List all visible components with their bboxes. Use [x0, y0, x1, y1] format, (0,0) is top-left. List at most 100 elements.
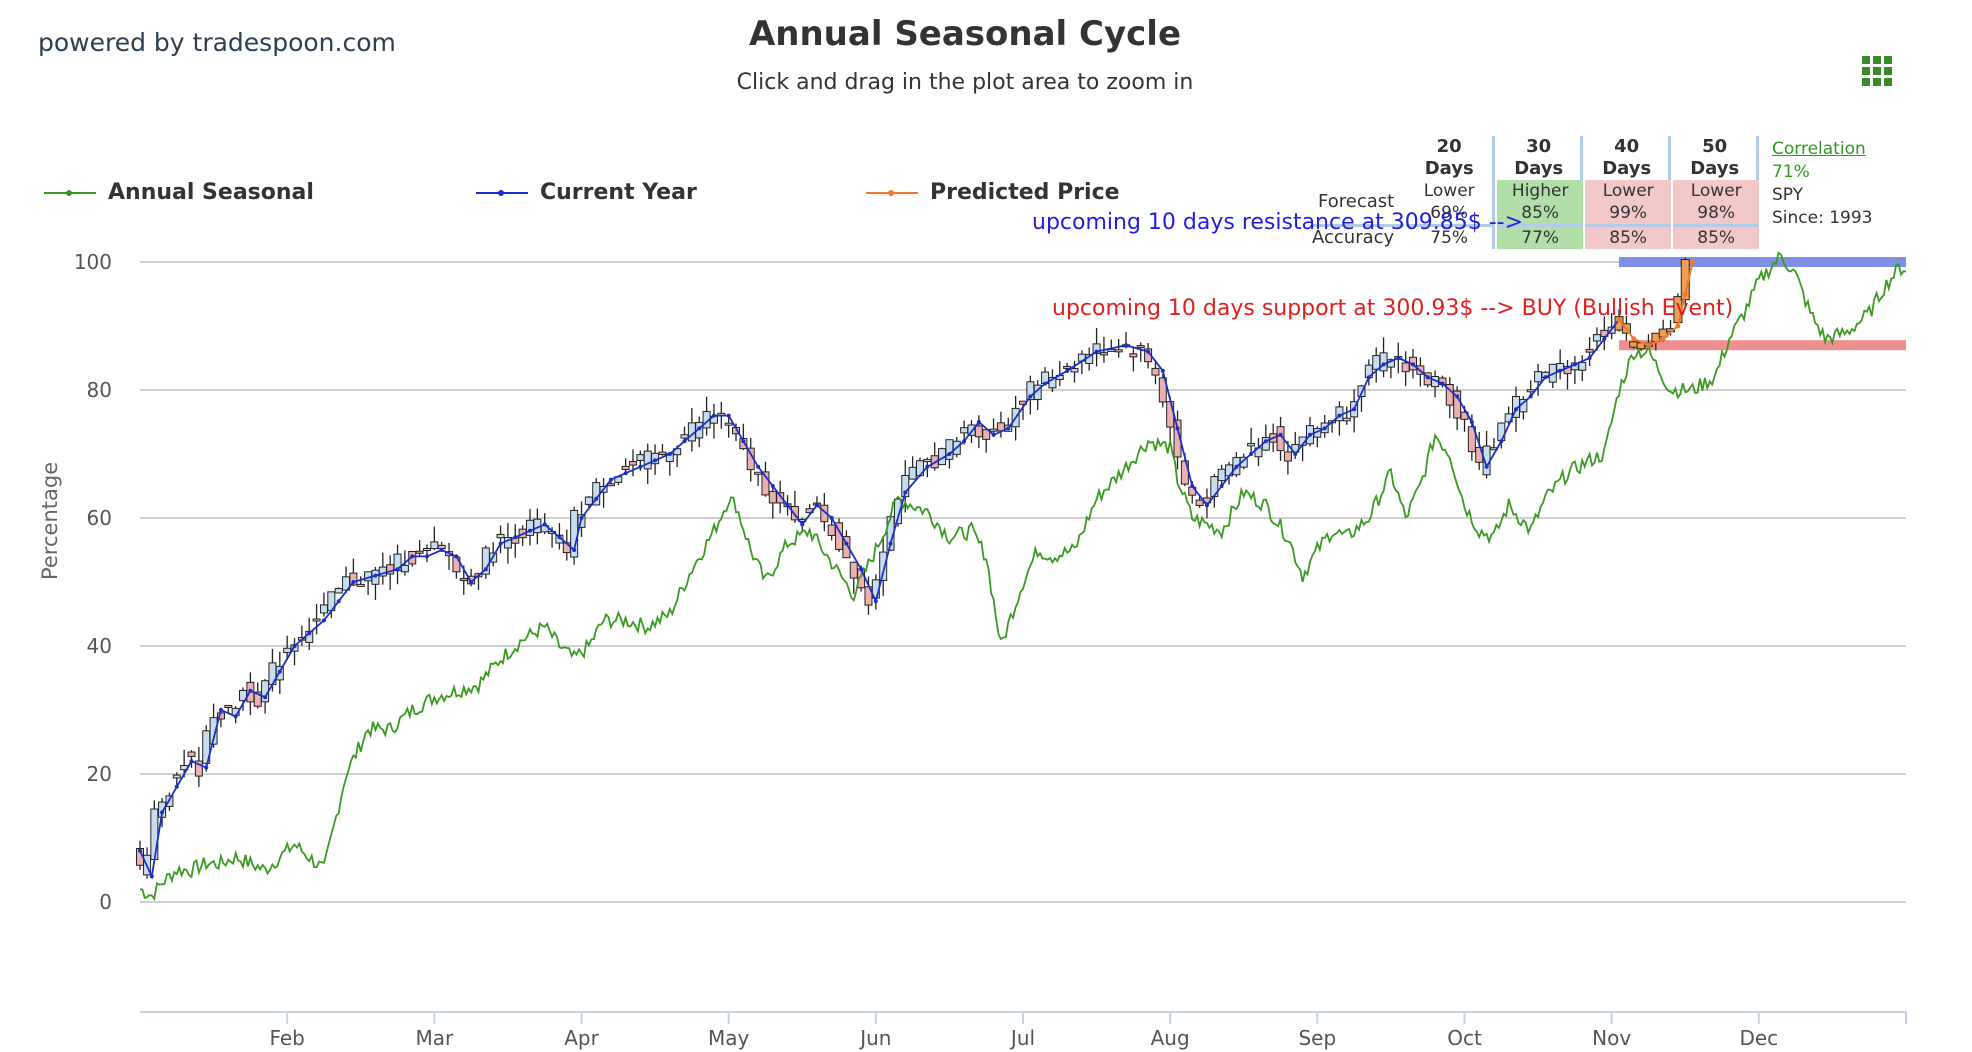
current-year-point [653, 458, 658, 463]
header-50-days: 50 Days [1673, 136, 1760, 180]
current-year-point [962, 439, 967, 444]
grid-lines [140, 261, 1906, 903]
candle-body [1578, 361, 1587, 371]
chart-subtitle: Click and drag in the plot area to zoom … [736, 70, 1194, 95]
candle-body [525, 519, 534, 536]
axes: 0 20 40 60 80 100 Feb Mar Apr May Jun Jul Aug Sep Oct N… [74, 250, 1907, 1050]
current-year-point [1006, 426, 1011, 431]
grid-menu-icon[interactable] [1862, 56, 1892, 86]
current-year-point [1322, 426, 1327, 431]
current-year-point [711, 413, 716, 418]
candle-body [430, 541, 439, 550]
predicted-price-point [1660, 336, 1666, 342]
candle-body [739, 438, 748, 450]
current-year-point [1094, 349, 1099, 354]
current-year-point [1425, 375, 1430, 380]
resistance-annotation: upcoming 10 days resistance at 309.85$ -… [1032, 210, 1524, 235]
current-year-point [623, 471, 628, 476]
candle-body [754, 471, 763, 475]
current-year-point [1293, 452, 1298, 456]
candle-body [1379, 352, 1388, 372]
current-year-point [741, 439, 746, 444]
current-year-point [572, 548, 577, 552]
y-tick-label: 80 [87, 378, 112, 402]
candle-body [908, 466, 917, 480]
brand-link[interactable]: powered by tradespoon.com [38, 28, 396, 57]
legend-predicted-price[interactable]: Predicted Price [866, 180, 1120, 205]
current-year-point [513, 535, 518, 540]
current-year-point [1602, 336, 1607, 341]
current-year-point [697, 426, 702, 431]
resistance-band [1619, 257, 1906, 267]
candle-body [636, 454, 645, 461]
current-year-point [1410, 362, 1415, 367]
candle-body [194, 760, 203, 777]
candle-body [349, 572, 358, 586]
legend-swatch-current [476, 189, 528, 196]
candle-body [849, 561, 858, 579]
current-year-point [373, 573, 378, 578]
candle-body [761, 471, 770, 496]
candle-body [1195, 499, 1204, 506]
current-year-point [248, 688, 253, 693]
current-year-point [454, 554, 459, 559]
candle-body [202, 730, 211, 764]
current-year-point [1043, 381, 1048, 386]
current-year-point [1587, 356, 1592, 360]
candle-body [827, 524, 836, 536]
candle-body [1048, 376, 1057, 389]
candle-body [319, 604, 328, 614]
legend-label: Annual Seasonal [108, 180, 314, 205]
candle-body [312, 618, 321, 622]
candle-body [496, 533, 505, 539]
x-tick-label: Apr [564, 1026, 599, 1050]
current-year-point [873, 599, 878, 604]
current-year-point [579, 516, 584, 520]
candle-body [1247, 443, 1256, 447]
current-year-point [277, 669, 282, 674]
accuracy-cell-40: 85% [1585, 224, 1672, 249]
current-year-point [498, 541, 503, 546]
current-year-point [1366, 375, 1371, 380]
correlation-symbol: SPY [1772, 185, 1804, 205]
current-year-point [1263, 439, 1268, 444]
x-tick-label: Feb [269, 1026, 304, 1050]
current-year-point [218, 708, 223, 712]
legend-annual-seasonal[interactable]: Annual Seasonal [44, 180, 314, 205]
current-year-point [1219, 484, 1224, 488]
current-year-point [189, 759, 194, 764]
current-year-point [1124, 343, 1129, 348]
candle-body [960, 427, 969, 434]
current-year-point [800, 522, 805, 527]
candle-body [1217, 468, 1226, 482]
x-tick-label: Jun [858, 1026, 891, 1050]
candle-body [790, 505, 799, 521]
candle-body [621, 465, 630, 470]
current-year-point [527, 528, 532, 533]
forecast-row-label: Forecast [1318, 191, 1395, 212]
accuracy-cell-50: 85% [1673, 224, 1760, 249]
header-20-days: 20 Days [1406, 136, 1496, 180]
legend-swatch-seasonal [44, 189, 96, 196]
candle-body [1239, 456, 1248, 468]
x-tick-label: Sep [1298, 1026, 1336, 1050]
legend-current-year[interactable]: Current Year [476, 180, 697, 205]
current-year-point [785, 503, 790, 508]
current-year-point [608, 477, 613, 482]
candle-body [842, 536, 851, 559]
annual-seasonal-line [139, 251, 1907, 902]
candle-body [1136, 345, 1145, 349]
current-year-point [829, 516, 834, 520]
current-year-point [557, 535, 562, 540]
current-year-point [667, 452, 672, 456]
current-year-point [844, 541, 849, 546]
support-annotation: upcoming 10 days support at 300.93$ --> … [1052, 296, 1734, 321]
current-year-point [903, 490, 908, 495]
current-year-point [542, 522, 547, 527]
current-year-point [351, 580, 356, 584]
forecast-cell-50: Lower 98% [1673, 180, 1760, 224]
current-year-point [859, 567, 864, 572]
correlation-link[interactable]: Correlation [1772, 139, 1866, 159]
level-bands [1619, 257, 1906, 351]
